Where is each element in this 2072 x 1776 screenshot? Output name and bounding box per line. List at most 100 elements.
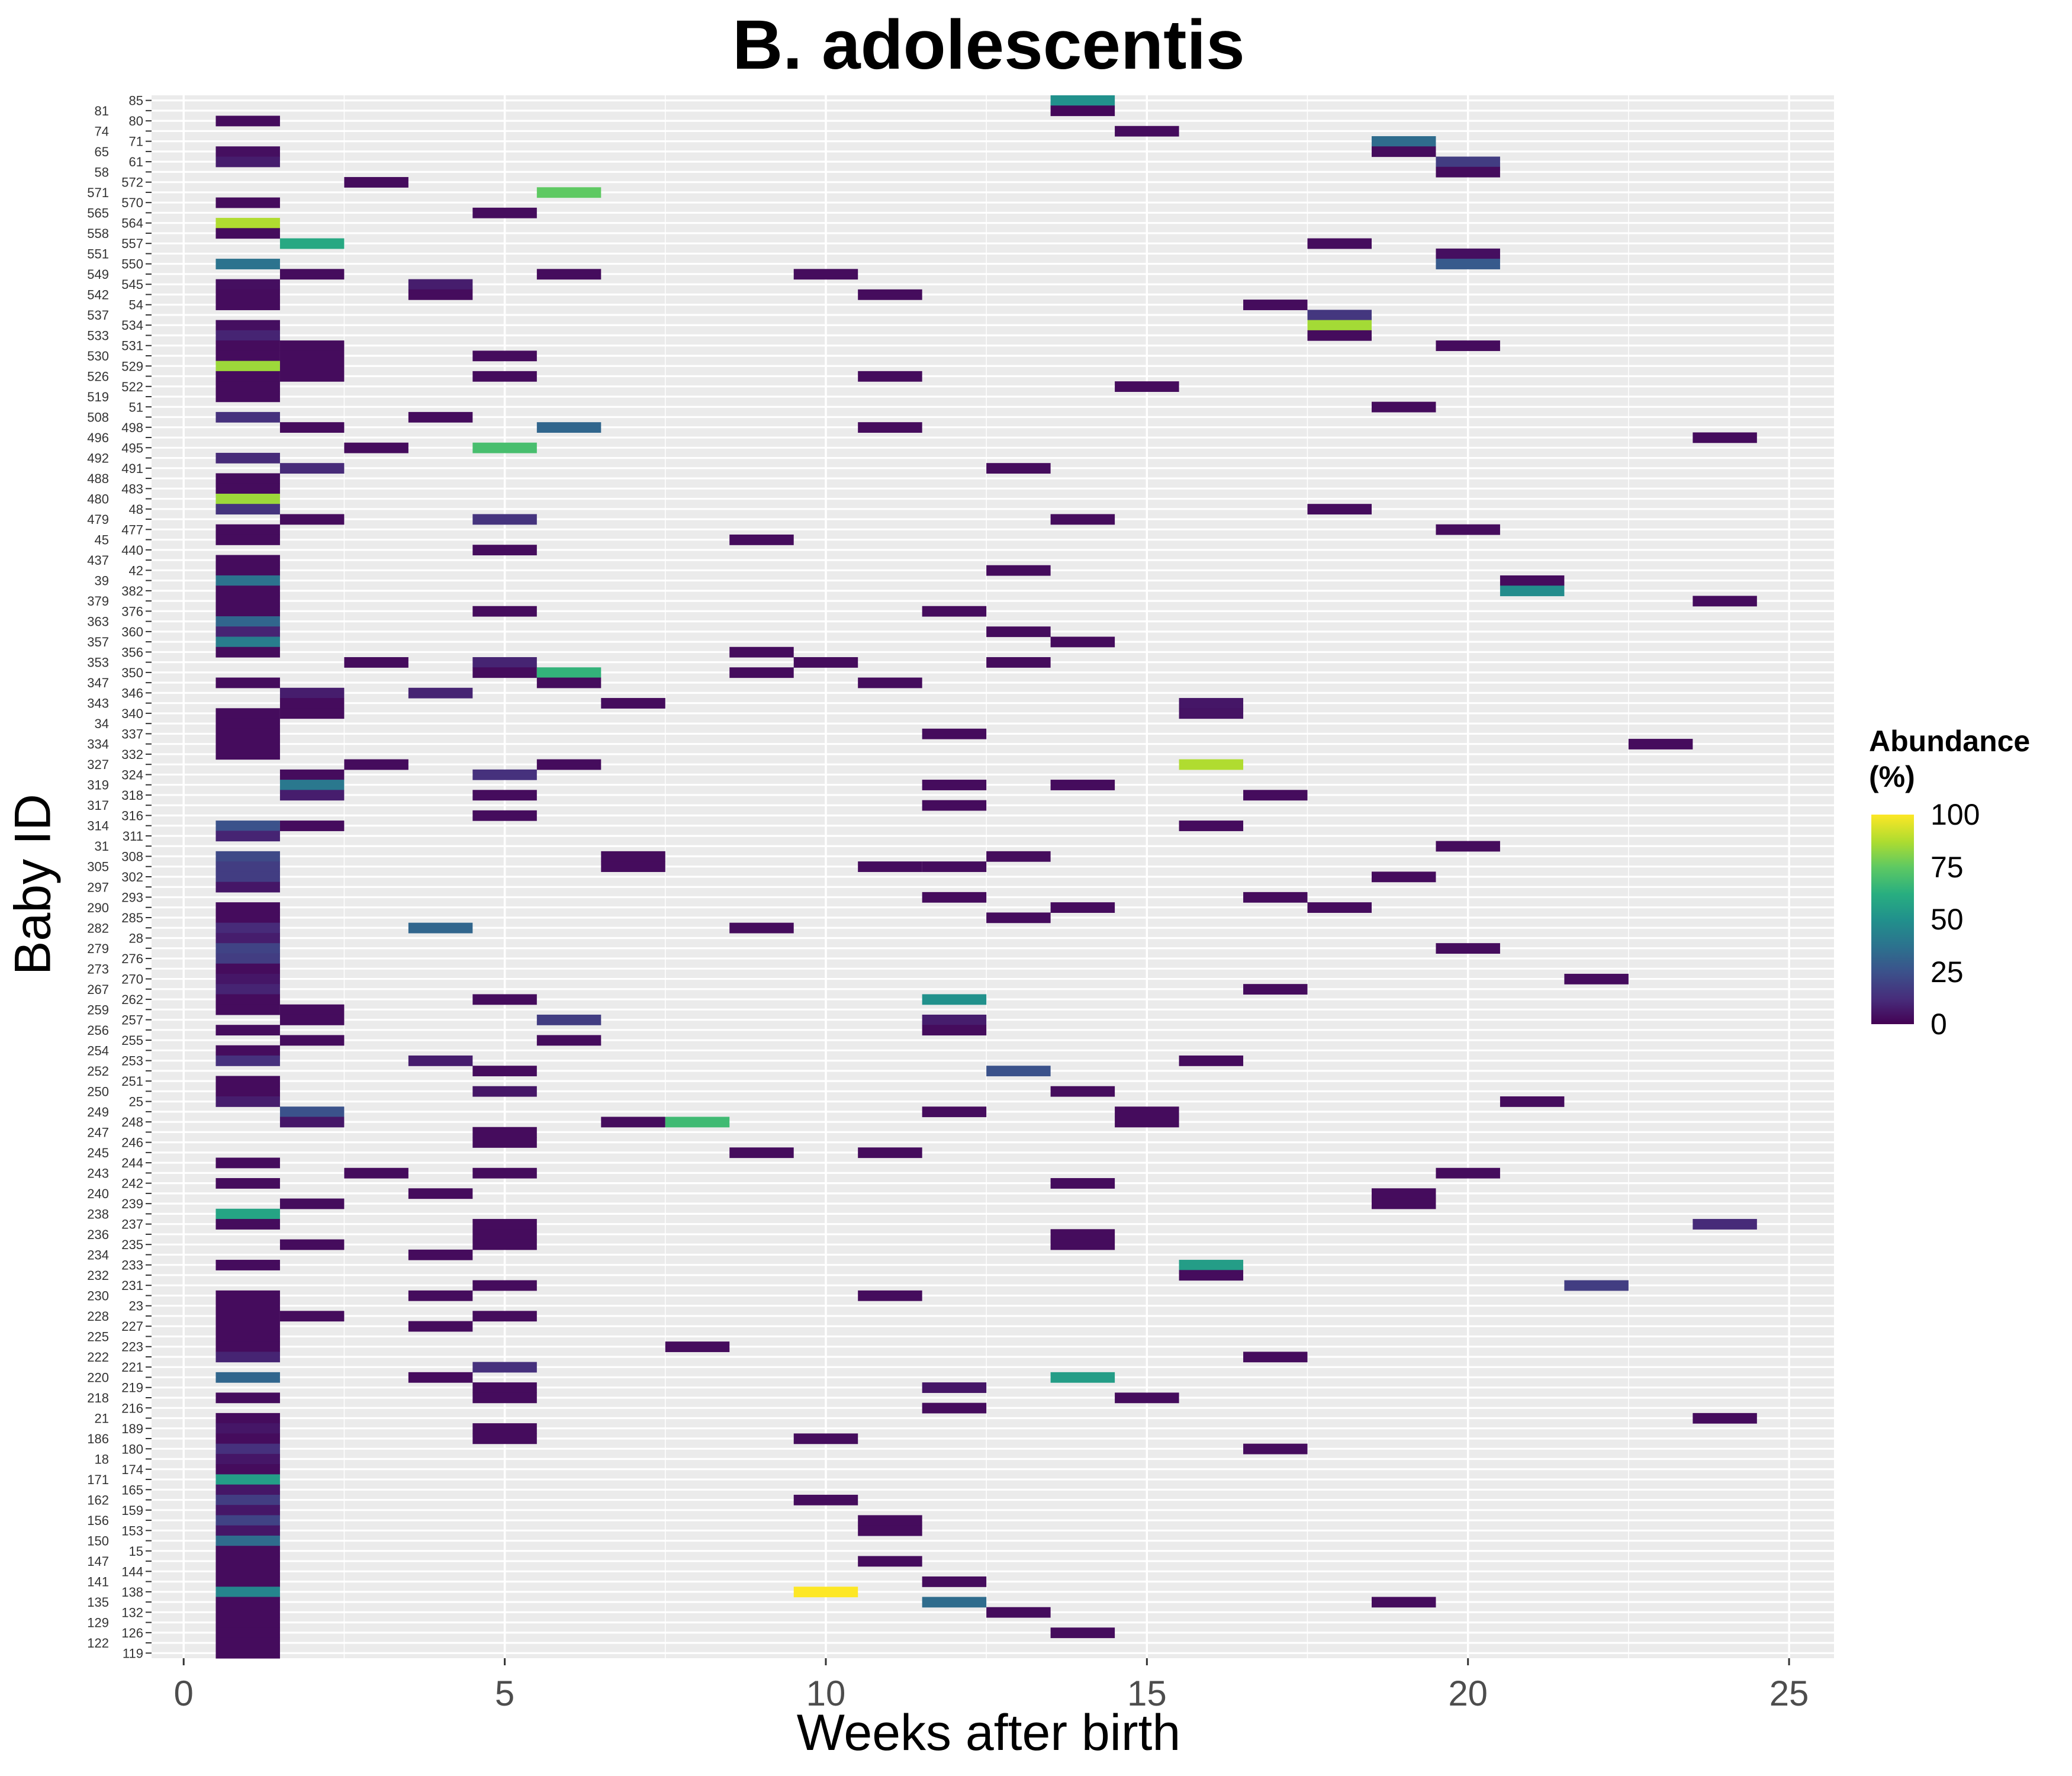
y-tick-label: 54: [129, 298, 143, 313]
heatmap-cell: [215, 1260, 280, 1270]
y-tick-label: 23: [129, 1299, 143, 1314]
heatmap-cell: [1307, 310, 1372, 321]
heatmap-cell: [215, 504, 280, 515]
heatmap-cell: [279, 269, 345, 280]
heatmap-cell: [215, 1045, 280, 1056]
y-tick-label: 356: [121, 645, 143, 659]
heatmap-cell: [215, 483, 280, 494]
heatmap-cell: [1179, 698, 1244, 709]
heatmap-cell: [536, 422, 601, 433]
heatmap-cell: [215, 1546, 280, 1557]
y-tick-label: 495: [121, 440, 143, 455]
heatmap-cell: [1371, 146, 1436, 157]
heatmap-cell: [922, 1402, 987, 1414]
heatmap-cell: [793, 657, 858, 668]
heatmap-cell: [215, 881, 280, 893]
heatmap-cell: [215, 1208, 280, 1220]
y-tick-label: 498: [121, 420, 143, 435]
heatmap-cell: [215, 1587, 280, 1598]
heatmap-cell: [472, 606, 537, 617]
heatmap-cell: [665, 1117, 730, 1128]
heatmap-cell: [472, 1433, 537, 1444]
heatmap-cell: [986, 565, 1051, 576]
heatmap-cell: [1500, 575, 1565, 586]
heatmap-cell: [215, 1219, 280, 1230]
heatmap-cell: [344, 442, 408, 453]
y-tick-label: 382: [121, 584, 143, 599]
heatmap-cell: [1371, 871, 1436, 883]
chart-title: B. adolescentis: [732, 6, 1245, 84]
y-tick-label: 65: [95, 144, 109, 159]
heatmap-cell: [408, 289, 473, 300]
heatmap-cell: [215, 1321, 280, 1332]
heatmap-cell: [408, 922, 473, 934]
heatmap-cell: [215, 626, 280, 638]
heatmap-cell: [1050, 514, 1115, 525]
heatmap-cell: [215, 340, 280, 351]
heatmap-cell: [215, 1525, 280, 1536]
legend-tick-label: 100: [1931, 798, 1980, 831]
heatmap-cell: [1115, 1117, 1179, 1128]
y-tick-label: 297: [87, 880, 109, 895]
heatmap-cell: [536, 667, 601, 678]
y-tick-label: 257: [121, 1013, 143, 1028]
heatmap-cell: [215, 616, 280, 627]
heatmap-cell: [215, 1086, 280, 1097]
heatmap-cell: [215, 1423, 280, 1434]
grid-lines: [152, 95, 1834, 1658]
heatmap-cell: [1115, 1392, 1179, 1404]
heatmap-cell: [536, 187, 601, 198]
heatmap-cell: [215, 156, 280, 168]
heatmap-cell: [858, 677, 922, 688]
heatmap-cell: [1179, 759, 1244, 770]
heatmap-cell: [215, 1392, 280, 1404]
y-tick-label: 231: [121, 1278, 143, 1293]
heatmap-cell: [1050, 1178, 1115, 1189]
y-tick-label: 565: [87, 205, 109, 220]
heatmap-cell: [408, 1055, 473, 1066]
y-tick-label: 171: [87, 1472, 109, 1487]
heatmap-cell: [215, 1617, 280, 1628]
heatmap-cell: [215, 320, 280, 331]
heatmap-cell: [1693, 1219, 1757, 1230]
heatmap-cell: [215, 1535, 280, 1546]
y-tick-label: 244: [121, 1156, 143, 1170]
heatmap-cell: [472, 667, 537, 678]
heatmap-cell: [215, 708, 280, 719]
y-tick-label: 332: [121, 747, 143, 762]
heatmap-cell: [215, 493, 280, 504]
heatmap-cell: [922, 1025, 987, 1036]
heatmap-cell: [215, 361, 280, 372]
y-tick-label: 314: [87, 819, 109, 834]
heatmap-cell: [215, 1566, 280, 1577]
heatmap-cell: [408, 1321, 473, 1332]
heatmap-cell: [1436, 1167, 1500, 1179]
heatmap-cell: [215, 146, 280, 157]
heatmap-cell: [279, 1311, 345, 1322]
heatmap-cell: [215, 1627, 280, 1639]
heatmap-cell: [215, 1055, 280, 1066]
heatmap-cell: [536, 1014, 601, 1025]
y-tick-label: 28: [129, 931, 143, 946]
heatmap-cell: [215, 636, 280, 648]
heatmap-cell: [986, 1607, 1051, 1618]
heatmap-cell: [215, 473, 280, 484]
heatmap-cell: [472, 790, 537, 801]
heatmap-cell: [1436, 156, 1500, 168]
heatmap-cell: [472, 1362, 537, 1373]
heatmap-cell: [986, 912, 1051, 924]
y-tick-label: 232: [87, 1268, 109, 1283]
y-tick-label: 276: [121, 951, 143, 966]
heatmap-cell: [472, 769, 537, 780]
y-tick-label: 126: [121, 1626, 143, 1640]
y-tick-label: 551: [87, 246, 109, 261]
heatmap-cell: [408, 1372, 473, 1383]
y-tick-label: 162: [87, 1493, 109, 1508]
y-tick-label: 316: [121, 808, 143, 823]
heatmap-cell: [215, 831, 280, 842]
y-tick-label: 223: [121, 1340, 143, 1354]
heatmap-cell: [858, 861, 922, 872]
legend-tick-label: 50: [1931, 903, 1964, 936]
heatmap-cell: [986, 463, 1051, 474]
heatmap-cell: [215, 1311, 280, 1322]
